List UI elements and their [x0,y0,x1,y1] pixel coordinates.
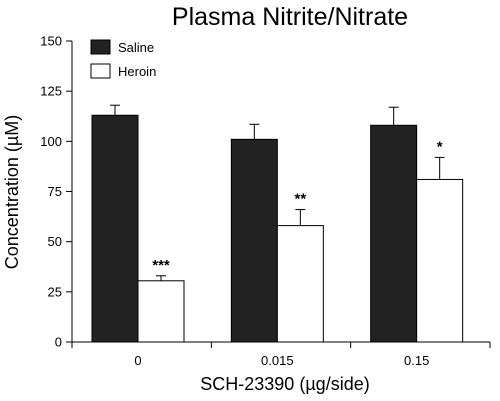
y-tick-label: 0 [55,335,62,350]
bar-saline-1 [230,138,278,343]
significance-label: *** [152,257,170,274]
bars: ****** [91,104,464,343]
y-axis-label: Concentration (µM) [2,115,22,269]
bar-heroin-2 [416,178,464,343]
y-tick-label: 75 [48,184,62,199]
bar-heroin-1 [276,225,324,343]
legend: Saline Heroin [90,39,156,79]
chart-title: Plasma Nitrite/Nitrate [172,3,408,31]
y-tick-label: 25 [48,284,62,299]
y-tick-label: 50 [48,234,62,249]
x-tick-label: 0.015 [261,353,294,368]
legend-label-saline: Saline [118,40,154,55]
y-tick-label: 150 [40,34,62,49]
y-tick-label: 125 [40,84,62,99]
axes: 0 25 50 75 100 125 150 0 0.015 0.15 [40,34,491,368]
x-axis-label: SCH-23390 (µg/side) [200,374,369,394]
bar-saline-2 [370,124,418,343]
bar-heroin-0 [137,280,185,343]
legend-swatch-saline [90,39,111,55]
bar-saline-0 [91,114,139,343]
legend-swatch-heroin [90,63,111,79]
significance-label: * [437,138,443,155]
legend-label-heroin: Heroin [118,64,156,79]
x-tick-label: 0.15 [404,353,429,368]
significance-label: ** [294,191,306,208]
x-tick-label: 0 [134,353,141,368]
y-tick-label: 100 [40,134,62,149]
